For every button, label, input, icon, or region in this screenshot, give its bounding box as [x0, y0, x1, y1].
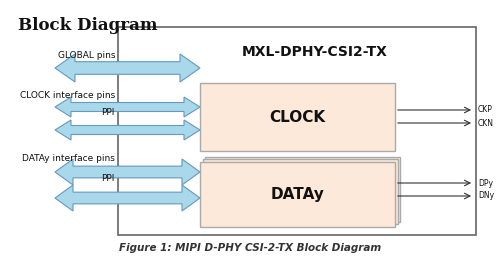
Polygon shape — [55, 97, 200, 117]
Text: DPy: DPy — [478, 179, 493, 188]
Text: CKP: CKP — [478, 105, 493, 114]
Text: DATAy interface pins: DATAy interface pins — [22, 154, 115, 163]
Text: MXL-DPHY-CSI2-TX: MXL-DPHY-CSI2-TX — [242, 45, 388, 59]
Bar — [203, 159, 398, 224]
Text: DATAy: DATAy — [270, 187, 324, 202]
Text: CKN: CKN — [478, 119, 494, 128]
Polygon shape — [55, 54, 200, 82]
Text: PPI: PPI — [102, 108, 115, 117]
Text: Figure 1: MIPI D-PHY CSI-2-TX Block Diagram: Figure 1: MIPI D-PHY CSI-2-TX Block Diag… — [119, 243, 381, 253]
Text: PPI: PPI — [102, 174, 115, 183]
Polygon shape — [55, 159, 200, 185]
Text: DNy: DNy — [478, 191, 494, 200]
Text: Block Diagram: Block Diagram — [18, 17, 158, 34]
Polygon shape — [55, 185, 200, 211]
Text: CLOCK interface pins: CLOCK interface pins — [20, 91, 115, 100]
Text: GLOBAL pins: GLOBAL pins — [58, 51, 115, 60]
Bar — [200, 83, 395, 151]
Text: CLOCK: CLOCK — [270, 109, 326, 124]
Bar — [200, 162, 395, 227]
Bar — [118, 27, 476, 235]
Bar — [205, 157, 400, 222]
Polygon shape — [55, 120, 200, 140]
